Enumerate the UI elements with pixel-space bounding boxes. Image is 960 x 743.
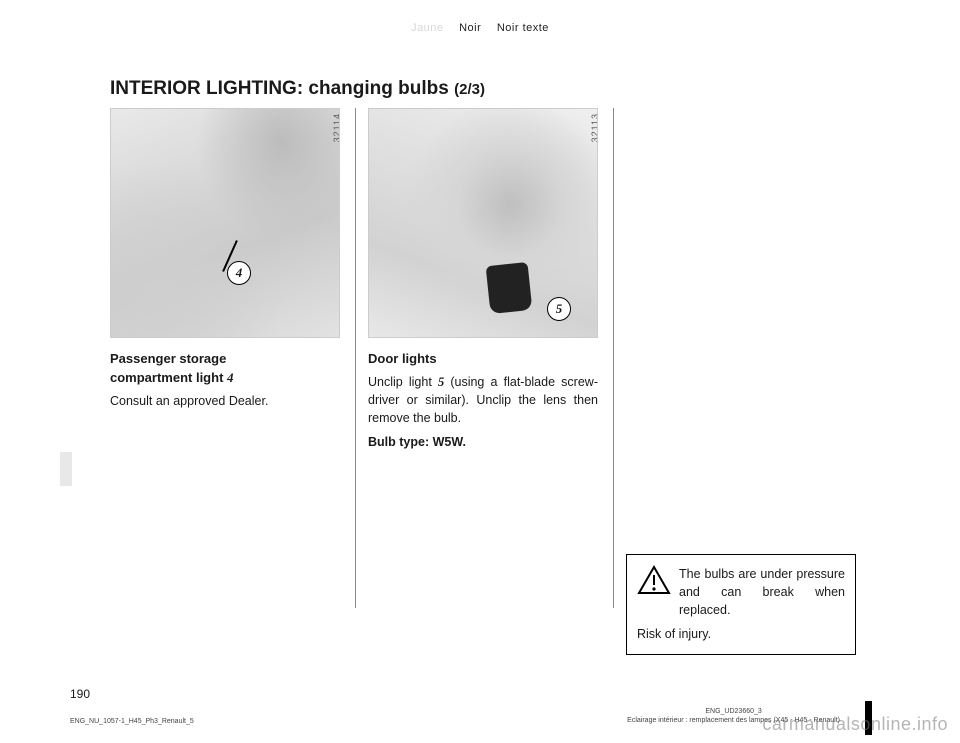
warning-line2: Risk of injury. <box>637 625 845 643</box>
col1-heading-b: compartment light <box>110 370 227 385</box>
page-number: 190 <box>70 687 90 701</box>
col1-body: Consult an approved Dealer. <box>110 392 340 410</box>
warning-box: The bulbs are under pres­sure and can br… <box>626 554 856 655</box>
dash-shading <box>111 109 339 337</box>
col2: Door lights Unclip light 5 (using a flat… <box>368 350 598 457</box>
col1: Passenger storage compartment light 4 Co… <box>110 350 340 416</box>
watermark: carmanualsonline.info <box>762 714 948 735</box>
header-noir2: Noir texte <box>497 22 549 34</box>
col1-heading-a: Passenger storage <box>110 351 226 366</box>
page-title: INTERIOR LIGHTING: changing bulbs (2/3) <box>110 78 485 100</box>
callout-4: 4 <box>227 261 251 285</box>
title-main: INTERIOR LIGHTING: changing bulbs <box>110 78 454 99</box>
photo-glovebox: 4 32114 <box>110 108 340 338</box>
header-noir1: Noir <box>459 22 481 34</box>
footer-left: ENG_NU_1057-1_H45_Ph3_Renault_5 <box>70 718 194 725</box>
col2-heading: Door lights <box>368 350 598 369</box>
header-color-row: Jaune Noir Noir texte <box>0 22 960 34</box>
side-tab <box>60 452 72 486</box>
col1-heading: Passenger storage compartment light 4 <box>110 350 340 388</box>
photo2-id: 32113 <box>590 113 598 142</box>
photo-door: 5 32113 <box>368 108 598 338</box>
col2-body-a: Unclip light <box>368 375 438 389</box>
column-divider-1 <box>355 108 356 608</box>
col1-heading-num: 4 <box>227 370 234 385</box>
photo1-id: 32114 <box>332 113 340 142</box>
door-pocket <box>485 262 532 314</box>
col2-bulb: Bulb type: W5W. <box>368 433 598 451</box>
col2-body: Unclip light 5 (using a flat-blade screw… <box>368 373 598 427</box>
warning-line1: The bulbs are under pres­sure and can br… <box>679 567 845 617</box>
callout-5: 5 <box>547 297 571 321</box>
header-jaune: Jaune <box>411 22 443 34</box>
warning-icon <box>637 565 671 600</box>
title-sub: (2/3) <box>454 81 485 98</box>
column-divider-2 <box>613 108 614 608</box>
